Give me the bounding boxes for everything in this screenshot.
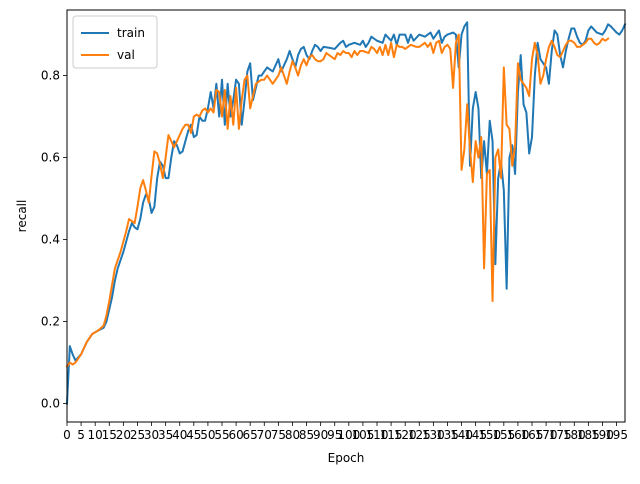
legend: train val: [72, 15, 158, 69]
x-tick-label: 5: [77, 428, 85, 442]
y-axis: 0.0 0.2 0.4 0.6 0.8: [41, 69, 67, 411]
series-layer: [65, 21, 627, 405]
y-tick-label: 0.2: [41, 315, 60, 329]
x-tick-label: 65: [243, 428, 258, 442]
x-tick-label: 190: [591, 428, 614, 442]
x-tick-label: 20: [116, 428, 131, 442]
series-line-val: [65, 33, 610, 369]
x-tick-label: 0: [63, 428, 71, 442]
x-tick-label: 175: [549, 428, 572, 442]
x-tick-label: 135: [436, 428, 459, 442]
x-tick-label: 195: [605, 428, 628, 442]
x-tick-label: 180: [563, 428, 586, 442]
x-tick-label: 75: [271, 428, 286, 442]
x-tick-label: 15: [102, 428, 117, 442]
x-tick-label: 90: [313, 428, 328, 442]
x-tick-label: 160: [506, 428, 529, 442]
x-axis-label: Epoch: [328, 451, 365, 465]
x-tick-label: 40: [172, 428, 187, 442]
x-tick-label: 25: [130, 428, 145, 442]
x-tick-label: 60: [228, 428, 243, 442]
x-tick-label: 130: [422, 428, 445, 442]
x-tick-label: 120: [394, 428, 417, 442]
x-tick-label: 80: [285, 428, 300, 442]
x-tick-label: 50: [200, 428, 215, 442]
x-tick-label: 30: [144, 428, 159, 442]
x-tick-label: 150: [478, 428, 501, 442]
x-tick-label: 10: [88, 428, 103, 442]
x-tick-label: 155: [492, 428, 515, 442]
legend-box: [72, 15, 158, 69]
x-tick-label: 140: [450, 428, 473, 442]
y-tick-label: 0.8: [41, 69, 60, 83]
x-tick-label: 105: [351, 428, 374, 442]
x-tick-label: 115: [380, 428, 403, 442]
series-line-train: [65, 21, 627, 405]
x-tick-label: 125: [408, 428, 431, 442]
y-tick-label: 0.0: [41, 397, 60, 411]
x-tick-label: 35: [158, 428, 173, 442]
y-axis-label: recall: [15, 200, 29, 233]
x-tick-label: 185: [577, 428, 600, 442]
y-tick-label: 0.6: [41, 151, 60, 165]
x-tick-label: 95: [327, 428, 342, 442]
x-tick-label: 110: [366, 428, 389, 442]
y-tick-label: 0.4: [41, 233, 60, 247]
legend-label-val: val: [117, 48, 135, 62]
x-tick-label: 100: [337, 428, 360, 442]
legend-label-train: train: [117, 26, 145, 40]
x-tick-label: 165: [521, 428, 544, 442]
x-tick-label: 55: [214, 428, 229, 442]
x-tick-label: 70: [257, 428, 272, 442]
plot-frame: [66, 9, 626, 423]
x-tick-label: 85: [299, 428, 314, 442]
x-tick-label: 45: [186, 428, 201, 442]
x-tick-label: 145: [464, 428, 487, 442]
x-tick-label: 170: [535, 428, 558, 442]
x-axis: 0 5 10152025303540455055606570758085909510…: [63, 422, 628, 442]
